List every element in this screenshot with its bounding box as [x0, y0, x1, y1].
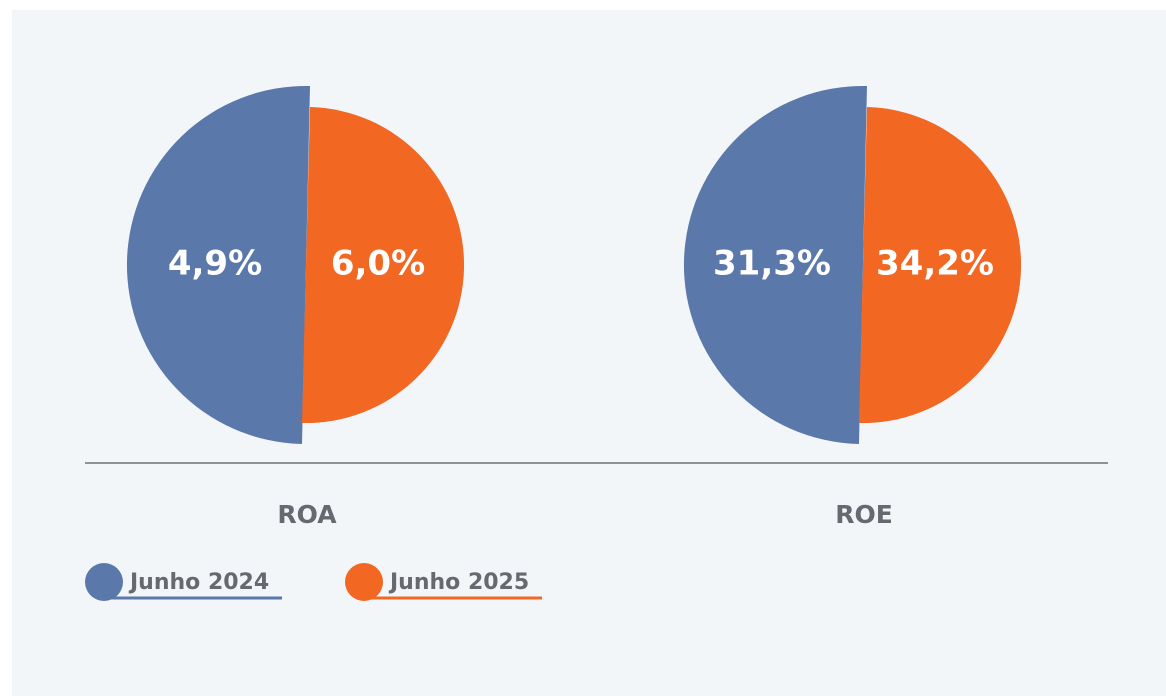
legend-label: Junho 2025	[388, 570, 529, 595]
legend-swatch	[345, 563, 383, 601]
value-label: 6,0%	[331, 244, 425, 284]
category-label: ROE	[835, 500, 893, 529]
category-label: ROA	[277, 500, 337, 529]
legend-swatch	[85, 563, 123, 601]
value-label: 31,3%	[713, 244, 831, 284]
value-label: 4,9%	[168, 244, 262, 284]
pie-slice	[126, 85, 310, 445]
pie-slice	[859, 107, 1022, 424]
pie-slice	[302, 107, 465, 424]
pie-slice	[683, 85, 867, 445]
value-label: 34,2%	[876, 244, 994, 284]
legend-label: Junho 2024	[128, 570, 269, 595]
